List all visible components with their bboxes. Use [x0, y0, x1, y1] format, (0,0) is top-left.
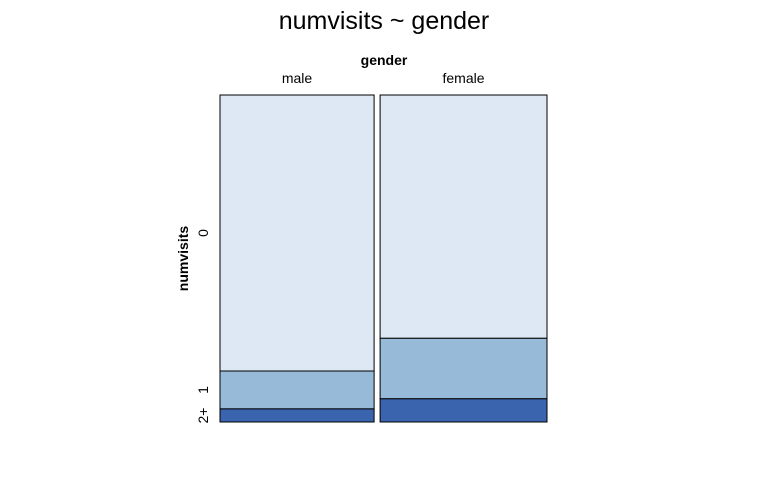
column-label-female: female: [442, 70, 484, 86]
tile-female-1: [379, 337, 548, 400]
tile-male-1: [219, 370, 375, 410]
tile-male-0: [219, 94, 375, 372]
tile-female-0: [379, 94, 548, 339]
column-label-male: male: [282, 70, 313, 86]
y-variable-label: numvisits: [175, 226, 191, 292]
row-label-0: 0: [195, 229, 211, 237]
tile-female-2plus: [379, 398, 548, 423]
row-labels: 0 1 2+: [195, 229, 211, 424]
mosaic-tiles: [219, 94, 548, 423]
column-labels: male female: [282, 70, 485, 86]
chart-title: numvisits ~ gender: [279, 7, 490, 35]
x-variable-label: gender: [361, 52, 408, 68]
tile-male-2plus: [219, 408, 375, 423]
row-label-2plus: 2+: [195, 408, 211, 424]
row-label-1: 1: [195, 386, 211, 394]
